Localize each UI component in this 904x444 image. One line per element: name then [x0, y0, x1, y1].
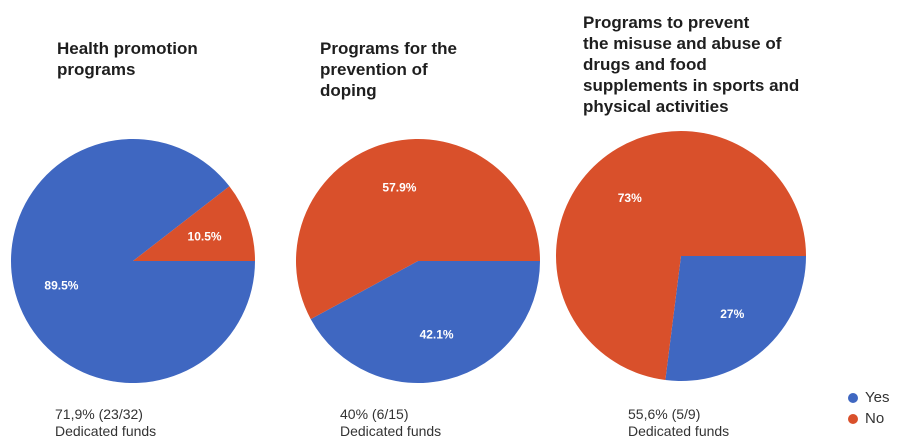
chart-title-health-promotion: Health promotion programs	[57, 39, 198, 79]
pie-slice-no	[296, 138, 540, 320]
slice-label-yes: 42.1%	[420, 327, 454, 341]
chart-title-drug-misuse: Programs to prevent the misuse and abuse…	[583, 13, 800, 116]
legend: Yes No	[848, 387, 889, 429]
pie-slice-yes	[665, 256, 806, 381]
slice-label-no: 57.9%	[382, 181, 416, 195]
pie-drug-misuse: 27% 73%	[556, 131, 806, 381]
slice-label-yes: 27%	[720, 307, 744, 321]
pie-slice-no	[556, 131, 806, 381]
dedicated-funds-label: Dedicated funds	[340, 423, 442, 439]
slice-label-yes: 89.5%	[44, 279, 78, 293]
pie-slice-yes	[310, 261, 540, 383]
pie-doping-prevention: 42.1% 57.9%	[296, 138, 540, 383]
legend-swatch-yes	[848, 392, 858, 403]
dedicated-funds-value: 55,6% (5/9)	[628, 406, 701, 422]
dedicated-funds-label: Dedicated funds	[55, 423, 157, 439]
legend-swatch-no	[848, 413, 858, 424]
legend-label-no: No	[865, 410, 885, 427]
pie-slice-yes	[10, 138, 256, 383]
legend-item-yes: Yes	[848, 387, 889, 408]
dedicated-funds-note-health-promotion: 71,9% (23/32) Dedicated funds	[55, 406, 156, 440]
slice-label-no: 10.5%	[188, 229, 222, 243]
chart-title-doping-prevention: Programs for the prevention of doping	[320, 39, 457, 100]
dedicated-funds-value: 71,9% (23/32)	[55, 406, 143, 422]
slice-label-no: 73%	[618, 191, 642, 205]
pie-health-promotion: 89.5% 10.5%	[10, 138, 256, 383]
dedicated-funds-note-doping-prevention: 40% (6/15) Dedicated funds	[340, 406, 441, 440]
dedicated-funds-value: 40% (6/15)	[340, 406, 409, 422]
dedicated-funds-label: Dedicated funds	[628, 423, 730, 439]
legend-item-no: No	[848, 408, 889, 429]
legend-label-yes: Yes	[865, 389, 890, 406]
pie-slice-no	[133, 186, 255, 261]
dedicated-funds-note-drug-misuse: 55,6% (5/9) Dedicated funds	[628, 406, 729, 440]
